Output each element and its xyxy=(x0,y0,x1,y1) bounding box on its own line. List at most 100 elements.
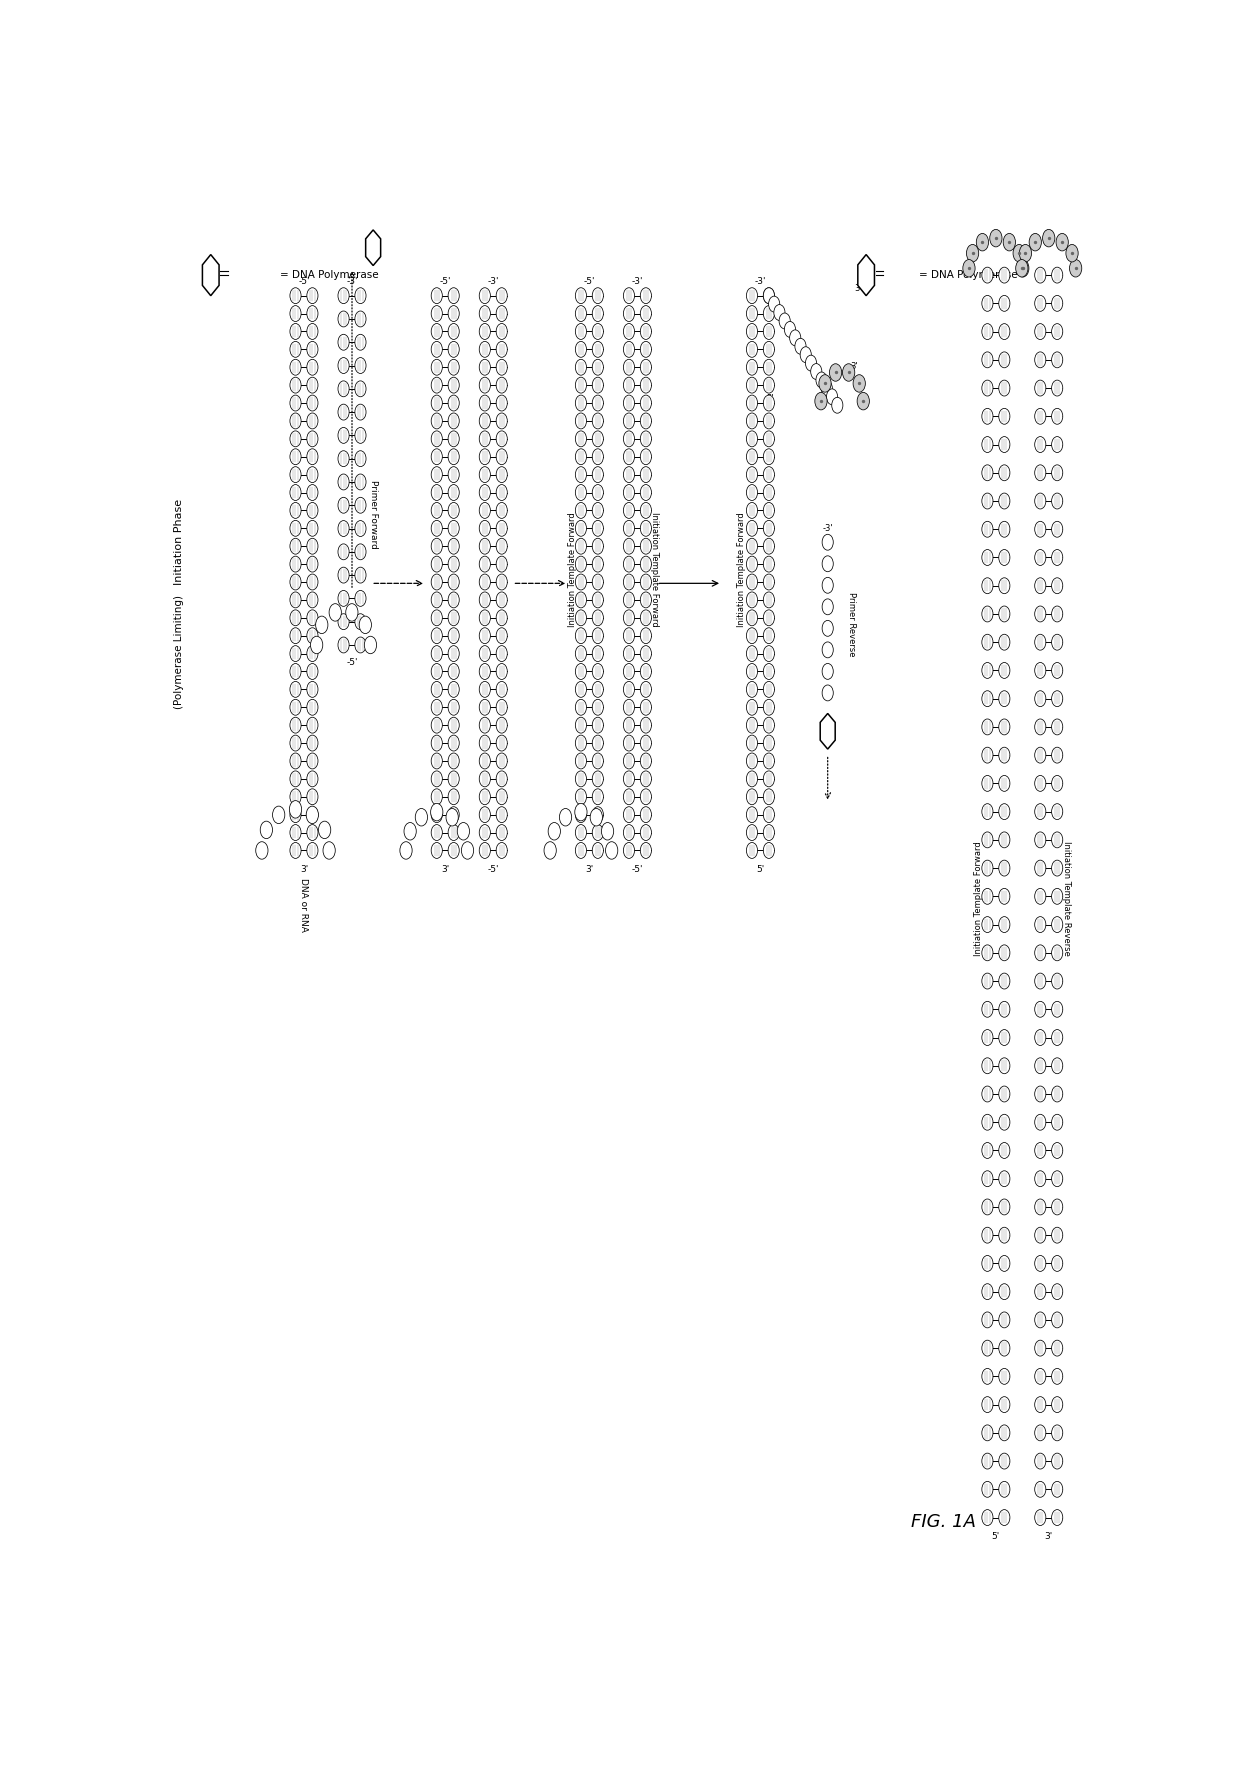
Circle shape xyxy=(306,610,317,626)
Circle shape xyxy=(998,1453,1009,1469)
Circle shape xyxy=(998,409,1009,423)
Circle shape xyxy=(496,377,507,393)
Circle shape xyxy=(1052,1142,1063,1158)
Circle shape xyxy=(779,313,790,329)
Circle shape xyxy=(339,637,350,653)
Circle shape xyxy=(853,375,866,391)
Circle shape xyxy=(982,436,993,452)
Circle shape xyxy=(432,592,443,608)
Circle shape xyxy=(593,306,604,322)
Circle shape xyxy=(982,1311,993,1327)
Circle shape xyxy=(998,1114,1009,1130)
Circle shape xyxy=(448,699,459,715)
Circle shape xyxy=(982,1085,993,1101)
Circle shape xyxy=(575,431,587,447)
Circle shape xyxy=(479,753,490,769)
Circle shape xyxy=(624,610,635,626)
Circle shape xyxy=(593,735,604,751)
Circle shape xyxy=(593,806,604,822)
Circle shape xyxy=(415,808,428,825)
Circle shape xyxy=(822,578,833,592)
Circle shape xyxy=(624,539,635,555)
Circle shape xyxy=(1034,324,1045,340)
Circle shape xyxy=(496,825,507,840)
Circle shape xyxy=(624,843,635,859)
Circle shape xyxy=(432,288,443,304)
Circle shape xyxy=(575,377,587,393)
Circle shape xyxy=(1034,1171,1045,1187)
Circle shape xyxy=(746,539,758,555)
Circle shape xyxy=(306,646,317,662)
Circle shape xyxy=(746,466,758,482)
Circle shape xyxy=(1052,1284,1063,1300)
Circle shape xyxy=(479,825,490,840)
Text: Initiation Template Forward: Initiation Template Forward xyxy=(650,512,660,626)
Circle shape xyxy=(640,288,651,304)
Circle shape xyxy=(746,717,758,733)
Circle shape xyxy=(1052,1002,1063,1018)
Circle shape xyxy=(496,788,507,804)
Circle shape xyxy=(1052,945,1063,961)
Text: 3': 3' xyxy=(854,285,862,294)
Circle shape xyxy=(764,681,775,697)
Circle shape xyxy=(575,788,587,804)
Circle shape xyxy=(432,413,443,429)
Circle shape xyxy=(479,413,490,429)
Circle shape xyxy=(998,690,1009,706)
Circle shape xyxy=(624,753,635,769)
Circle shape xyxy=(1034,747,1045,763)
Circle shape xyxy=(640,664,651,680)
Circle shape xyxy=(1016,260,1028,278)
Circle shape xyxy=(998,324,1009,340)
Circle shape xyxy=(432,717,443,733)
Circle shape xyxy=(1034,550,1045,566)
Circle shape xyxy=(575,592,587,608)
Circle shape xyxy=(746,359,758,375)
Text: 3': 3' xyxy=(1044,229,1053,238)
Circle shape xyxy=(590,808,603,825)
Text: 5': 5' xyxy=(992,1532,999,1541)
Circle shape xyxy=(479,699,490,715)
Circle shape xyxy=(982,1142,993,1158)
Circle shape xyxy=(640,788,651,804)
Circle shape xyxy=(998,436,1009,452)
Circle shape xyxy=(982,1228,993,1244)
Circle shape xyxy=(998,1368,1009,1384)
Circle shape xyxy=(764,324,775,340)
Circle shape xyxy=(306,717,317,733)
Circle shape xyxy=(998,381,1009,397)
Circle shape xyxy=(790,329,801,345)
Circle shape xyxy=(624,377,635,393)
Circle shape xyxy=(306,557,317,573)
Text: -3': -3' xyxy=(487,278,498,286)
Circle shape xyxy=(290,484,301,500)
Text: -5': -5' xyxy=(487,865,498,873)
Circle shape xyxy=(432,521,443,535)
Circle shape xyxy=(1034,295,1045,311)
Circle shape xyxy=(575,502,587,518)
Circle shape xyxy=(624,557,635,573)
Circle shape xyxy=(575,413,587,429)
Circle shape xyxy=(448,502,459,518)
Circle shape xyxy=(593,342,604,358)
Circle shape xyxy=(1034,690,1045,706)
Circle shape xyxy=(306,395,317,411)
Circle shape xyxy=(640,753,651,769)
Circle shape xyxy=(998,550,1009,566)
Circle shape xyxy=(966,244,978,262)
Circle shape xyxy=(982,1453,993,1469)
Circle shape xyxy=(640,628,651,644)
Circle shape xyxy=(1052,381,1063,397)
Polygon shape xyxy=(202,254,219,295)
Circle shape xyxy=(593,395,604,411)
Circle shape xyxy=(496,359,507,375)
Circle shape xyxy=(624,413,635,429)
Circle shape xyxy=(1034,1311,1045,1327)
Circle shape xyxy=(432,395,443,411)
Circle shape xyxy=(479,395,490,411)
Circle shape xyxy=(448,664,459,680)
Circle shape xyxy=(290,521,301,535)
Circle shape xyxy=(624,628,635,644)
Circle shape xyxy=(746,664,758,680)
Circle shape xyxy=(306,592,317,608)
